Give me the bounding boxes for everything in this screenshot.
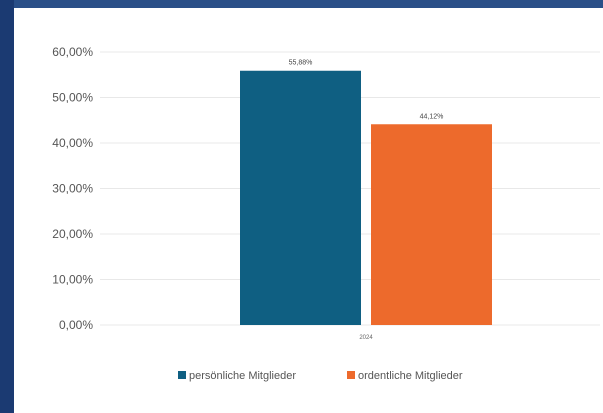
bar-persoenliche (240, 70, 361, 325)
data-label: 55,88% (289, 60, 313, 67)
y-tick-label: 50,00% (52, 91, 93, 105)
legend-label: persönliche Mitglieder (189, 370, 296, 382)
y-tick-label: 60,00% (52, 45, 93, 59)
x-tick-label: 2024 (359, 335, 373, 341)
legend-label: ordentliche Mitglieder (358, 370, 463, 382)
frame-top-border (0, 0, 603, 8)
legend-swatch (178, 371, 186, 379)
frame-left-border (0, 0, 14, 413)
legend-swatch (347, 371, 355, 379)
y-tick-label: 20,00% (52, 227, 93, 241)
y-tick-label: 0,00% (59, 318, 93, 332)
bar-ordentliche (371, 124, 492, 325)
data-label: 44,12% (420, 113, 444, 120)
y-tick-label: 40,00% (52, 136, 93, 150)
y-tick-label: 10,00% (52, 273, 93, 287)
y-tick-label: 30,00% (52, 182, 93, 196)
